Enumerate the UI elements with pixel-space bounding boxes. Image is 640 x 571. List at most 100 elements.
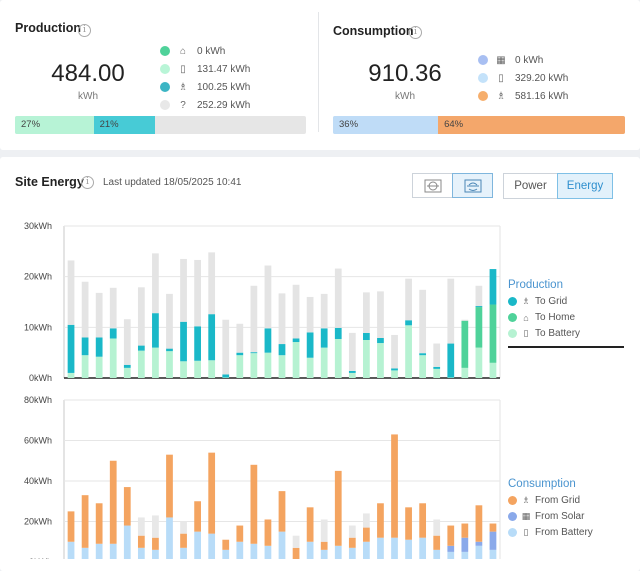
- bar-segment-other: [152, 515, 159, 538]
- production-legend-row: ♗ 100.25 kWh: [160, 80, 250, 94]
- bar-segment-battery: [250, 543, 258, 559]
- bar-segment-other: [461, 319, 469, 321]
- site-energy-title: Site Energy: [15, 175, 84, 189]
- bar-segment-battery: [236, 541, 244, 559]
- production-total: 484.00: [51, 60, 125, 87]
- production-chart-legend-label: To Grid: [535, 296, 568, 307]
- power-view-button[interactable]: Power: [503, 173, 558, 199]
- battery-icon: ▯: [523, 328, 529, 338]
- single-chart-view-button[interactable]: [412, 173, 453, 198]
- bar-segment-battery: [109, 543, 117, 559]
- consumption-chart-legend-swatch: [508, 496, 517, 505]
- production-legend-value: 0 kWh: [197, 45, 226, 57]
- bar-segment-grid: [166, 454, 173, 518]
- consumption-unit: kWh: [395, 91, 415, 102]
- bar-segment-other: [377, 291, 384, 338]
- bar-segment-battery: [320, 347, 328, 378]
- consumption-info-icon[interactable]: i: [409, 26, 422, 39]
- bar-segment-battery: [461, 551, 469, 559]
- bar-segment-battery: [278, 531, 286, 559]
- bar-segment-battery: [348, 547, 356, 559]
- bar-segment-battery: [95, 356, 103, 378]
- bar-segment-other: [320, 293, 328, 329]
- production-info-icon[interactable]: i: [78, 24, 91, 37]
- bar-segment-grid: [81, 495, 89, 548]
- bar-segment-other: [152, 253, 159, 314]
- production-chart-legend-item[interactable]: ♗ To Grid: [508, 296, 567, 307]
- production-chart-legend-swatch: [508, 313, 517, 322]
- bar-segment-grid: [489, 523, 497, 532]
- bar-segment-other: [419, 289, 427, 354]
- bar-segment-battery: [236, 355, 244, 378]
- bar-segment-grid: [137, 345, 145, 351]
- bar-segment-grid: [363, 527, 370, 542]
- last-updated-text: Last updated 18/05/2025 10:41: [103, 177, 242, 188]
- bar-segment-grid: [208, 452, 216, 534]
- bar-segment-grid: [419, 353, 427, 356]
- bar-segment-battery: [194, 360, 201, 378]
- solar-panel-icon: ▦: [496, 54, 506, 66]
- production-legend-row: ▯ 131.47 kWh: [160, 62, 250, 76]
- consumption-share-segment: 64%: [438, 116, 625, 134]
- bar-segment-grid: [306, 507, 314, 542]
- consumption-chart-legend-item[interactable]: ▦ From Solar: [508, 511, 584, 522]
- bar-segment-other: [208, 252, 216, 315]
- bar-segment-battery: [306, 357, 314, 378]
- bar-segment-grid: [95, 503, 103, 544]
- bar-segment-grid: [377, 337, 384, 344]
- bar-segment-battery: [419, 355, 427, 378]
- bar-segment-battery: [81, 547, 89, 559]
- bar-segment-other: [306, 296, 314, 333]
- bar-segment-other: [194, 259, 201, 327]
- bar-segment-other: [264, 265, 272, 329]
- site-energy-info-icon[interactable]: i: [81, 176, 94, 189]
- battery-icon: ▯: [180, 63, 186, 75]
- bar-segment-grid: [236, 352, 244, 356]
- bar-segment-grid: [348, 537, 356, 548]
- bar-segment-grid: [306, 332, 314, 358]
- consumption-chart-legend-item[interactable]: ♗ From Grid: [508, 495, 580, 506]
- energy-view-button[interactable]: Energy: [557, 173, 613, 199]
- production-legend-value: 252.29 kWh: [197, 99, 251, 111]
- consumption-legend-value: 329.20 kWh: [515, 72, 569, 84]
- bar-segment-grid: [489, 269, 497, 305]
- consumption-share-segment: 36%: [333, 116, 439, 134]
- bar-segment-grid: [236, 525, 244, 542]
- production-chart-legend-item[interactable]: ▯ To Battery: [508, 328, 580, 339]
- bar-segment-solar: [461, 537, 469, 552]
- bar-segment-grid: [348, 370, 356, 373]
- bar-segment-grid: [363, 332, 370, 340]
- home-icon: ⌂: [179, 45, 187, 57]
- production-legend-value: 131.47 kWh: [197, 63, 251, 75]
- bar-segment-battery: [208, 533, 216, 559]
- y-tick-label: 10kWh: [24, 322, 52, 332]
- production-chart: 0kWh 10kWh 20kWh 30kWh: [24, 221, 501, 383]
- bar-segment-battery: [278, 355, 286, 378]
- bar-segment-battery: [447, 551, 455, 559]
- bar-segment-other: [250, 285, 258, 353]
- bar-segment-grid: [67, 324, 75, 373]
- split-chart-view-button[interactable]: [452, 173, 493, 198]
- consumption-chart-legend-swatch: [508, 512, 517, 521]
- bar-segment-grid: [334, 327, 342, 339]
- bar-segment-battery: [377, 343, 384, 378]
- production-chart-legend-divider: [508, 346, 624, 348]
- bar-segment-battery: [334, 545, 342, 559]
- bar-segment-other: [348, 525, 356, 538]
- bar-segment-grid: [166, 348, 173, 352]
- production-chart-legend-swatch: [508, 297, 517, 306]
- bar-segment-battery: [447, 377, 455, 378]
- bar-segment-grid: [292, 338, 300, 343]
- bar-segment-battery: [95, 543, 103, 559]
- bar-segment-grid: [447, 343, 455, 378]
- battery-icon: ▯: [498, 72, 504, 84]
- production-chart-legend-label: To Battery: [535, 328, 581, 339]
- bar-segment-grid: [320, 328, 328, 348]
- bar-segment-grid: [461, 523, 469, 538]
- production-legend-row: ⌂ 0 kWh: [160, 44, 225, 58]
- consumption-legend-row: ♗ 581.16 kWh: [478, 89, 568, 103]
- bar-segment-grid: [109, 460, 117, 544]
- bar-segment-grid: [419, 503, 427, 538]
- production-chart-legend-item[interactable]: ⌂ To Home: [508, 312, 575, 323]
- consumption-chart-legend-item[interactable]: ▯ From Battery: [508, 527, 593, 538]
